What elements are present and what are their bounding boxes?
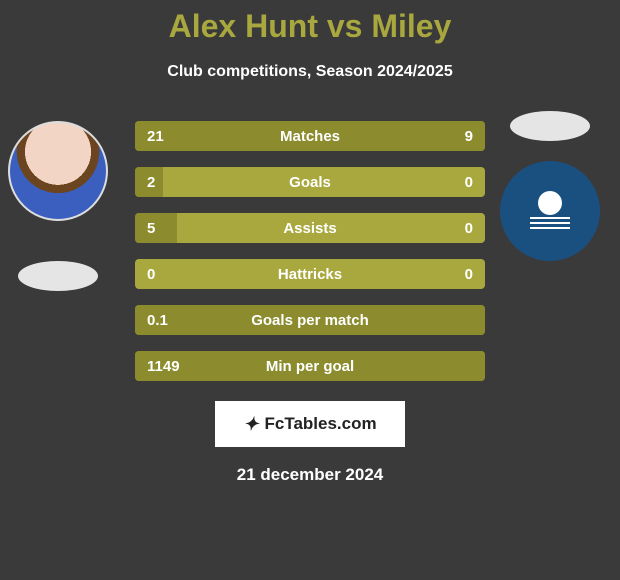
stat-label: Min per goal (266, 358, 354, 375)
stat-left-value: 1149 (147, 358, 180, 375)
stat-right-value: 9 (465, 128, 473, 145)
content-area: 21 Matches 9 2 Goals 0 5 Assists 0 0 Hat… (0, 121, 620, 485)
stat-label: Goals per match (251, 312, 369, 329)
stat-row-assists: 5 Assists 0 (135, 213, 485, 243)
stat-left-value: 2 (147, 174, 155, 191)
stat-label: Hattricks (278, 266, 342, 283)
stat-left-value: 0.1 (147, 312, 168, 329)
player-left-team-badge (18, 261, 98, 291)
stat-bar-left (135, 213, 177, 243)
watermark-icon: ✦ (243, 414, 258, 435)
player-left-column (8, 121, 108, 291)
watermark-text: FcTables.com (264, 414, 376, 434)
player-right-column (500, 111, 600, 261)
stat-row-matches: 21 Matches 9 (135, 121, 485, 151)
stat-left-value: 5 (147, 220, 155, 237)
stat-row-min-per-goal: 1149 Min per goal (135, 351, 485, 381)
player-left-photo (8, 121, 108, 221)
player-right-club-logo (500, 161, 600, 261)
player-right-team-badge (510, 111, 590, 141)
stat-right-value: 0 (465, 220, 473, 237)
stat-row-hattricks: 0 Hattricks 0 (135, 259, 485, 289)
stat-left-value: 0 (147, 266, 155, 283)
stat-row-goals: 2 Goals 0 (135, 167, 485, 197)
stat-label: Assists (283, 220, 336, 237)
comparison-subtitle: Club competitions, Season 2024/2025 (0, 63, 620, 81)
comparison-title: Alex Hunt vs Miley (0, 0, 620, 45)
stat-right-value: 0 (465, 174, 473, 191)
stats-container: 21 Matches 9 2 Goals 0 5 Assists 0 0 Hat… (135, 121, 485, 381)
stat-right-value: 0 (465, 266, 473, 283)
stat-label: Matches (280, 128, 340, 145)
club-logo-icon (520, 181, 580, 241)
watermark: ✦ FcTables.com (215, 401, 405, 447)
stat-left-value: 21 (147, 128, 164, 145)
stat-row-goals-per-match: 0.1 Goals per match (135, 305, 485, 335)
footer-date: 21 december 2024 (0, 465, 620, 485)
stat-label: Goals (289, 174, 331, 191)
